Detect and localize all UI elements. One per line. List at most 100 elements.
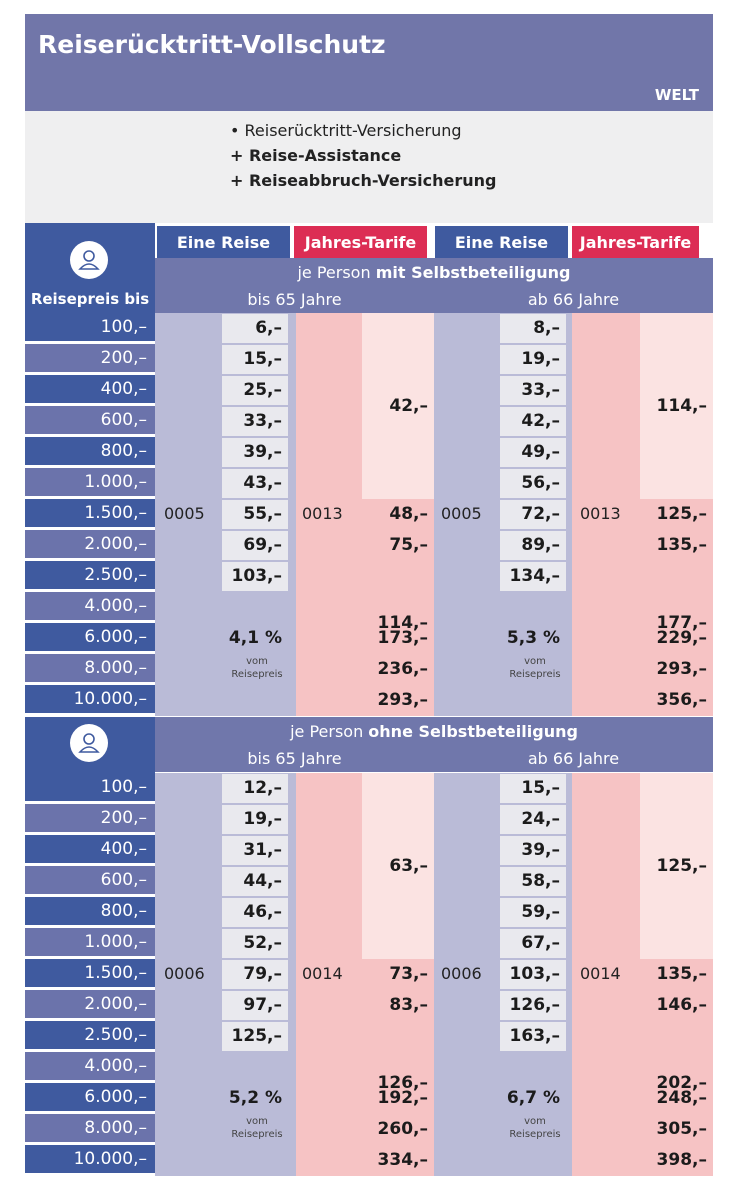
reisepreis-cell: 600,– [25, 406, 155, 434]
tariff-code: 0014 [580, 964, 621, 983]
single-price-cell: 15,– [500, 774, 566, 803]
single-price-cell: 134,– [500, 562, 566, 591]
reisepreis-cell: 100,– [25, 313, 155, 341]
coverage-item-1: • Reiserücktritt-Versicherung [230, 121, 462, 140]
tariff-code: 0006 [164, 964, 205, 983]
reisepreis-cell: 2.500,– [25, 561, 155, 589]
tariff-code: 0005 [441, 504, 482, 523]
reisepreis-cell: 400,– [25, 835, 155, 863]
section1-age-b: ab 66 Jahre [434, 289, 713, 313]
single-price-cell: 19,– [222, 805, 288, 834]
tab-jahres-tarife-a: Jahres-Tarife [294, 226, 427, 258]
reisepreis-cell: 6.000,– [25, 623, 155, 651]
annual-price-cell: 236,– [377, 659, 428, 679]
reisepreis-cell: 8.000,– [25, 1114, 155, 1142]
single-price-cell: 46,– [222, 898, 288, 927]
reisepreis-cell: 200,– [25, 344, 155, 372]
percent-rate: 5,2 % [228, 1088, 282, 1108]
annual-price-cell: 202,– [656, 1072, 707, 1093]
person-icon [70, 241, 108, 279]
section2-age-a: bis 65 Jahre [155, 748, 434, 772]
percent-note: vom [524, 656, 546, 667]
annual-price-cell: 42,– [389, 395, 428, 416]
annual-price-cell: 135,– [656, 964, 707, 984]
page-title: Reiserücktritt-Vollschutz [38, 30, 386, 59]
single-price-cell: 163,– [500, 1022, 566, 1051]
annual-price-cell: 114,– [377, 612, 428, 633]
single-price-cell: 69,– [222, 531, 288, 560]
header-band [25, 14, 713, 111]
single-price-cell: 72,– [500, 500, 566, 529]
annual-price-cell: 63,– [389, 855, 428, 876]
single-price-cell: 19,– [500, 345, 566, 374]
annual-price-cell: 75,– [389, 535, 428, 555]
single-price-cell: 55,– [222, 500, 288, 529]
tariff-code: 0006 [441, 964, 482, 983]
reisepreis-cell: 6.000,– [25, 1083, 155, 1111]
annual-price-cell: 248,– [656, 1088, 707, 1108]
reisepreis-cell: 4.000,– [25, 592, 155, 620]
annual-price-cell: 177,– [656, 612, 707, 633]
tariff-code: 0014 [302, 964, 343, 983]
percent-note: vom [246, 1116, 268, 1127]
single-price-cell: 103,– [500, 960, 566, 989]
single-price-cell: 25,– [222, 376, 288, 405]
single-price-cell: 103,– [222, 562, 288, 591]
single-price-cell: 42,– [500, 407, 566, 436]
percent-rate: 6,7 % [506, 1088, 560, 1108]
annual-price-cell: 73,– [389, 964, 428, 984]
tariff-code: 0013 [580, 504, 621, 523]
tab-eine-reise-a: Eine Reise [157, 226, 290, 258]
single-price-cell: 126,– [500, 991, 566, 1020]
reisepreis-cell: 400,– [25, 375, 155, 403]
section1-header: je Person mit Selbstbeteiligung [155, 258, 713, 289]
percent-note: Reisepreis [231, 669, 283, 680]
section1-label-bold: mit Selbstbeteiligung [375, 263, 571, 282]
single-price-cell: 58,– [500, 867, 566, 896]
percent-note: vom [246, 656, 268, 667]
percent-note: vom [524, 1116, 546, 1127]
single-price-cell: 12,– [222, 774, 288, 803]
single-price-cell: 6,– [222, 314, 288, 343]
reisepreis-cell: 1.000,– [25, 468, 155, 496]
reisepreis-label: Reisepreis bis [30, 290, 150, 308]
reisepreis-cell: 2.500,– [25, 1021, 155, 1049]
tab-jahres-tarife-b: Jahres-Tarife [572, 226, 699, 258]
reisepreis-cell: 1.500,– [25, 499, 155, 527]
reisepreis-cell: 10.000,– [25, 685, 155, 713]
region-label: WELT [654, 86, 699, 104]
reisepreis-cell: 800,– [25, 897, 155, 925]
annual-price-cell: 356,– [656, 690, 707, 710]
person-icon [70, 724, 108, 762]
single-price-cell: 97,– [222, 991, 288, 1020]
annual-price-cell: 229,– [656, 628, 707, 648]
reisepreis-cell: 4.000,– [25, 1052, 155, 1080]
tariff-code: 0005 [164, 504, 205, 523]
annual-price-cell: 135,– [656, 535, 707, 555]
annual-price-cell: 48,– [389, 504, 428, 524]
section1-label: je Person [297, 263, 376, 282]
reisepreis-cell: 100,– [25, 773, 155, 801]
single-price-cell: 49,– [500, 438, 566, 467]
percent-note: Reisepreis [509, 669, 561, 680]
percent-rate: 4,1 % [228, 628, 282, 648]
annual-price-cell: 173,– [377, 628, 428, 648]
single-price-cell: 31,– [222, 836, 288, 865]
single-price-cell: 15,– [222, 345, 288, 374]
percent-rate: 5,3 % [506, 628, 560, 648]
coverage-box [25, 111, 713, 223]
coverage-item-3: + Reiseabbruch-Versicherung [230, 171, 497, 190]
annual-highlight [640, 773, 713, 959]
single-price-cell: 44,– [222, 867, 288, 896]
section1-age-a: bis 65 Jahre [155, 289, 434, 313]
reisepreis-cell: 1.000,– [25, 928, 155, 956]
annual-price-cell: 83,– [389, 995, 428, 1015]
single-price-cell: 79,– [222, 960, 288, 989]
single-price-cell: 89,– [500, 531, 566, 560]
reisepreis-cell: 8.000,– [25, 654, 155, 682]
percent-note: Reisepreis [509, 1129, 561, 1140]
section2-label-bold: ohne Selbstbeteiligung [368, 722, 578, 741]
tab-eine-reise-b: Eine Reise [435, 226, 568, 258]
annual-price-cell: 192,– [377, 1088, 428, 1108]
annual-price-cell: 293,– [377, 690, 428, 710]
